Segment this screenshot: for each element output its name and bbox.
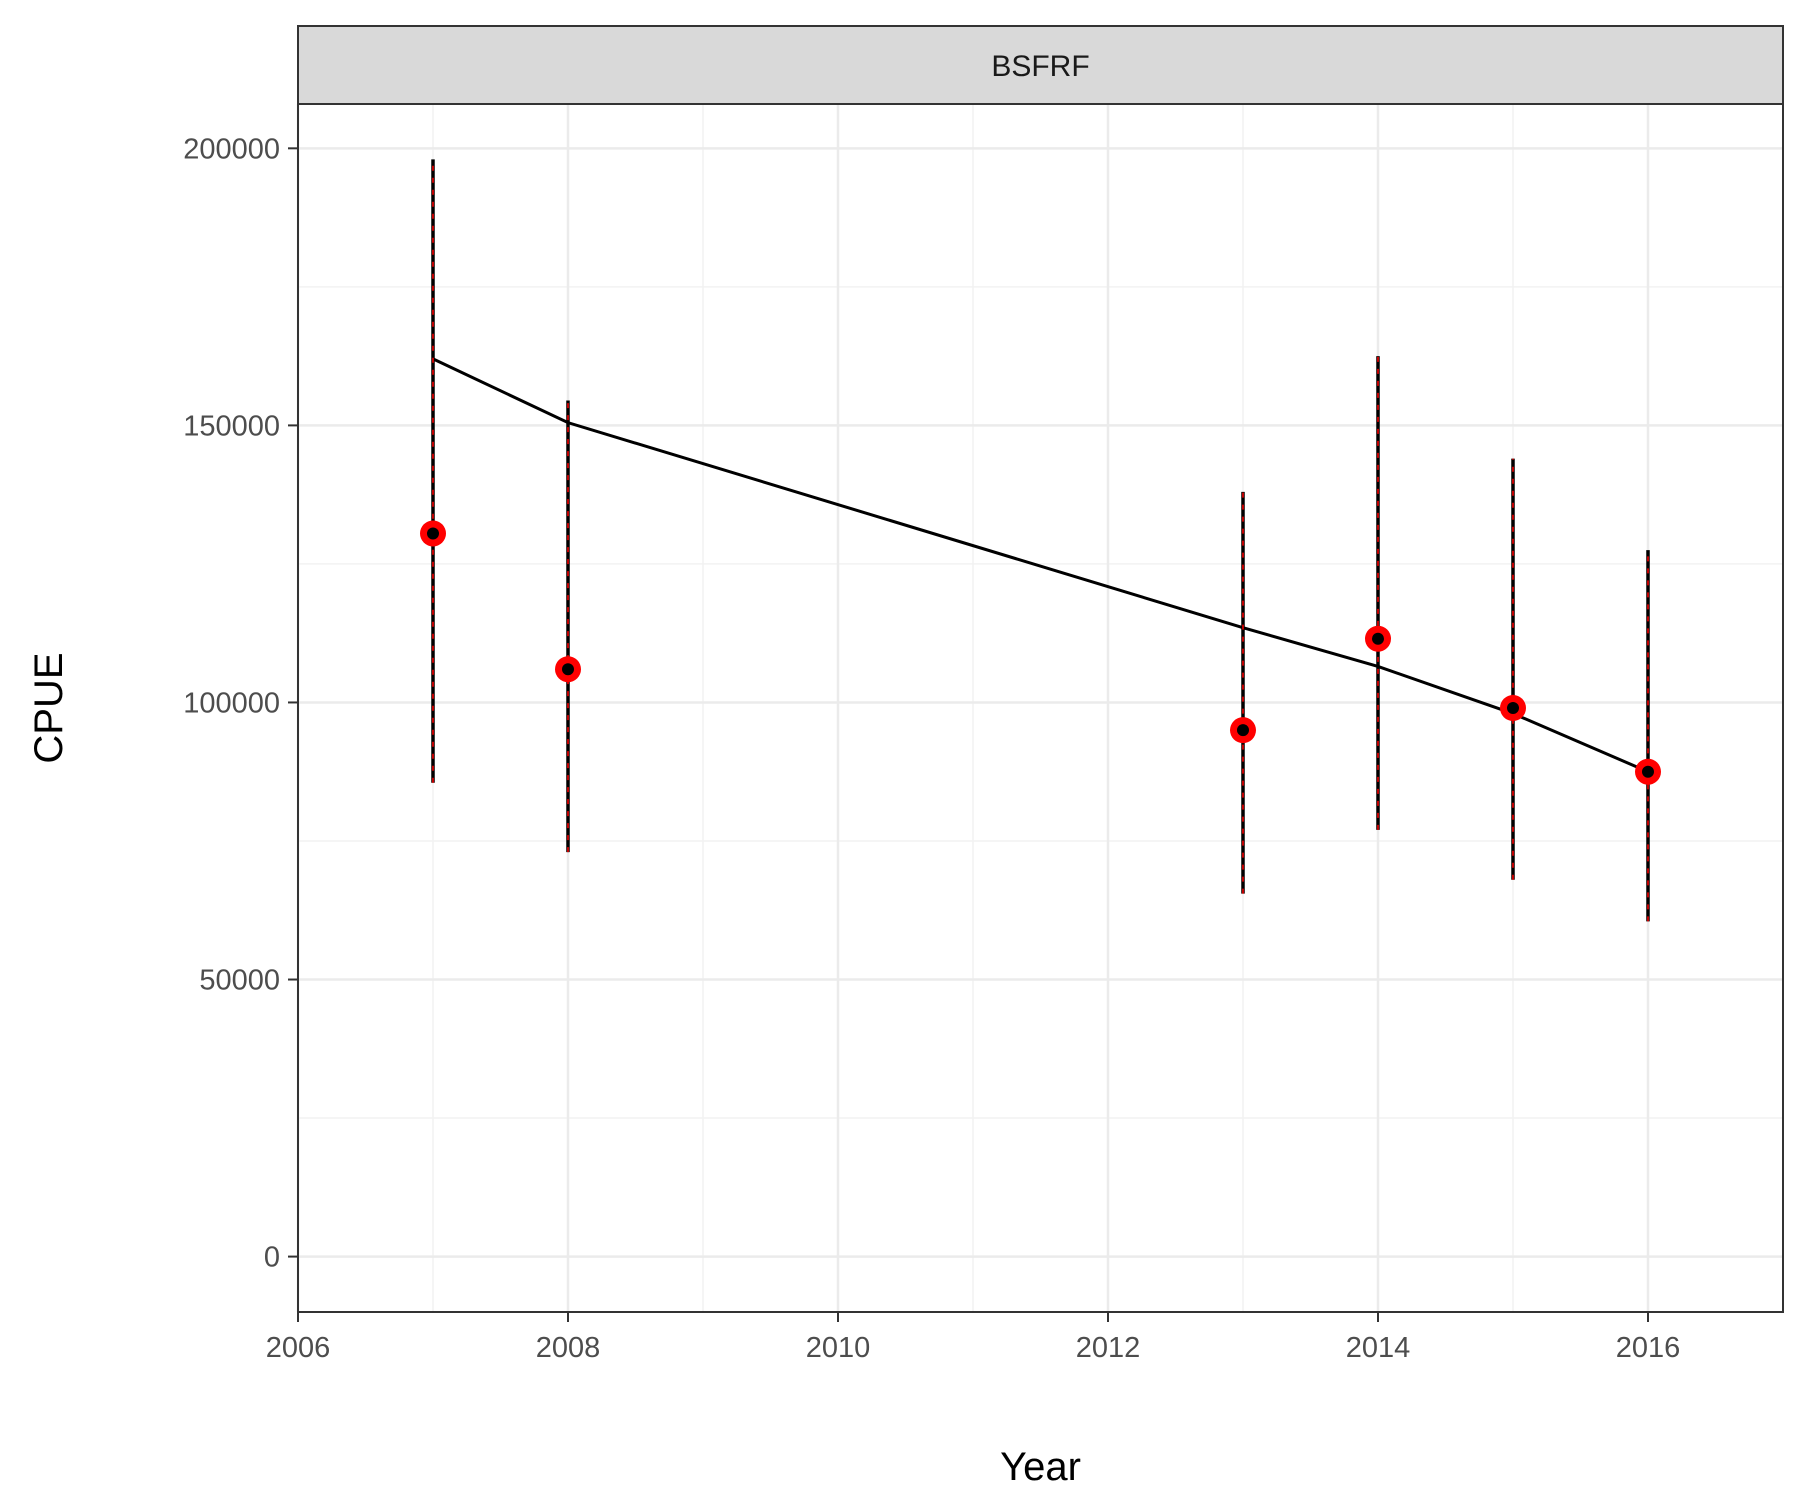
facet-strip: BSFRF — [297, 25, 1784, 105]
x-axis: 2006 2008 2010 2012 2014 2016 — [266, 1312, 1681, 1364]
y-tick-label: 50000 — [199, 965, 280, 997]
observed-point-center — [1372, 632, 1384, 645]
grid-minor — [298, 104, 1783, 1312]
y-tick-label: 0 — [264, 1242, 280, 1274]
errorbar-layer — [431, 159, 1650, 922]
panel-border — [297, 103, 1784, 1313]
observed-point-center — [562, 663, 574, 676]
fitted-line — [432, 357, 1649, 774]
x-tick-label: 2008 — [536, 1332, 601, 1364]
x-axis-title: Year — [1000, 1445, 1081, 1489]
x-tick-label: 2014 — [1346, 1332, 1411, 1364]
y-tick-label: 100000 — [183, 687, 280, 719]
fitted-line-layer — [432, 357, 1649, 774]
observed-point-center — [1237, 724, 1249, 737]
y-axis-title: CPUE — [27, 652, 71, 763]
x-tick-label: 2010 — [806, 1332, 871, 1364]
y-axis: 0 50000 100000 150000 200000 — [183, 133, 298, 1274]
facet-strip-background — [297, 25, 1784, 105]
point-layer — [420, 520, 1661, 785]
grid-major — [296, 104, 1783, 1312]
observed-point-center — [1642, 765, 1654, 778]
x-tick-label: 2016 — [1616, 1332, 1681, 1364]
facet-strip-label: BSFRF — [991, 50, 1089, 83]
observed-point-center — [1507, 702, 1519, 714]
x-tick-label: 2006 — [266, 1332, 331, 1364]
y-tick-label: 200000 — [183, 133, 280, 165]
y-tick-label: 150000 — [183, 410, 280, 442]
observed-point-center — [427, 527, 439, 540]
x-tick-label: 2012 — [1076, 1332, 1141, 1364]
